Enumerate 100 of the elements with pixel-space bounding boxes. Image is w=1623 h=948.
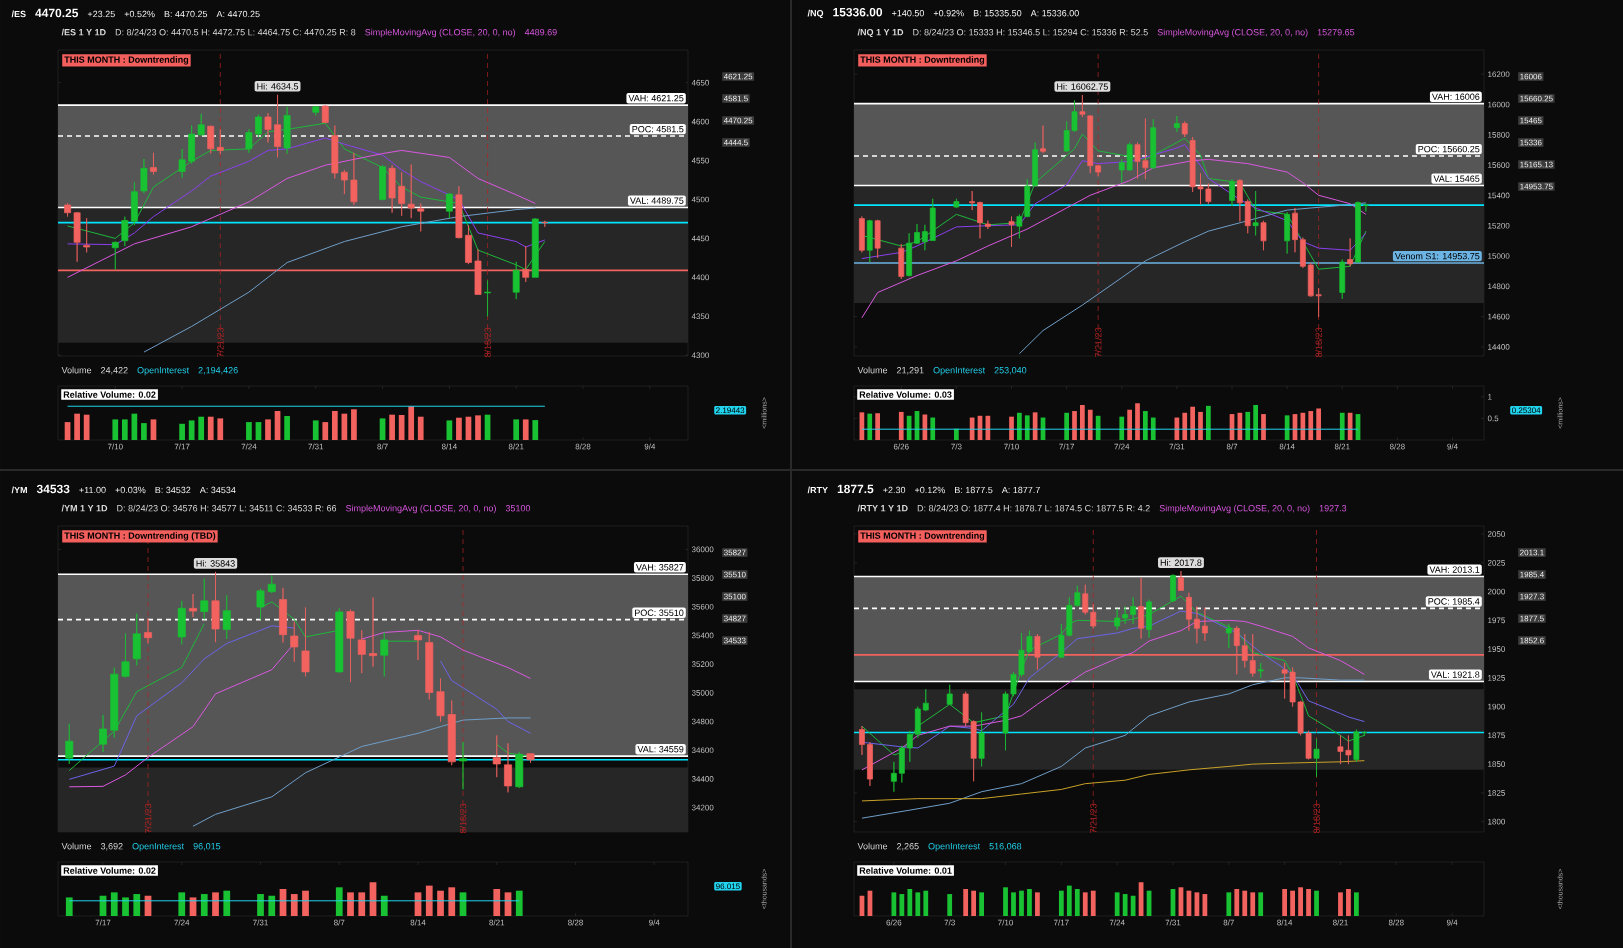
candlestick bbox=[1186, 592, 1192, 632]
y-tick-label: 4600 bbox=[691, 118, 710, 125]
x-tick-label: 9/4 bbox=[649, 919, 660, 926]
bar bbox=[312, 420, 319, 440]
text: 1852.6 bbox=[1520, 637, 1544, 644]
bar bbox=[1058, 890, 1064, 916]
candlestick bbox=[1300, 237, 1306, 269]
text: 1985.4 bbox=[1520, 571, 1544, 578]
line-series bbox=[67, 149, 536, 278]
candlestick bbox=[1181, 120, 1188, 138]
x-tick-label: 7/31 bbox=[1169, 443, 1185, 450]
text: 21,291 bbox=[897, 367, 924, 375]
candlestick bbox=[245, 129, 253, 154]
candlestick bbox=[340, 169, 348, 195]
candlestick bbox=[929, 198, 936, 242]
x-tick-label: 8/21 bbox=[489, 919, 505, 926]
text: SimpleMovingAvg (CLOSE, 20, 0, no) bbox=[345, 504, 496, 514]
line-series bbox=[861, 144, 1367, 260]
bar bbox=[448, 887, 456, 916]
bar bbox=[930, 417, 936, 440]
text: 1927.3 bbox=[1520, 593, 1544, 600]
bar bbox=[923, 890, 929, 916]
text: Volume bbox=[857, 366, 888, 374]
bar bbox=[246, 422, 252, 440]
bar bbox=[1253, 404, 1258, 440]
annotation: Hi: 35843 bbox=[196, 560, 235, 567]
line-series bbox=[861, 760, 1365, 802]
text: 34533 bbox=[724, 637, 746, 644]
bar bbox=[1202, 894, 1208, 916]
text: 253,040 bbox=[994, 367, 1027, 375]
bar bbox=[493, 888, 501, 916]
candlestick bbox=[121, 632, 130, 678]
ref-line-label: 7/21/23 bbox=[216, 327, 224, 357]
candlestick bbox=[1201, 607, 1208, 642]
x-tick-label: 7/3 bbox=[951, 443, 962, 450]
y-tick-label: 34800 bbox=[691, 718, 714, 725]
candlestick bbox=[197, 113, 205, 136]
text: B: 1877.5 bbox=[955, 486, 993, 494]
bar bbox=[1338, 892, 1343, 916]
candlestick bbox=[388, 164, 396, 214]
bar bbox=[1019, 890, 1024, 916]
candlestick bbox=[331, 125, 339, 179]
bar bbox=[456, 417, 462, 440]
bar bbox=[1226, 892, 1232, 916]
candlestick bbox=[1194, 606, 1200, 644]
candlestick bbox=[110, 667, 119, 739]
y-tick-label: 15400 bbox=[1488, 192, 1510, 199]
candlestick bbox=[977, 201, 983, 239]
x-tick-label: 8/14 bbox=[441, 443, 457, 450]
candlestick bbox=[922, 688, 929, 712]
bar bbox=[1011, 892, 1016, 916]
bar bbox=[971, 890, 977, 916]
x-tick-label: 7/24 bbox=[1109, 919, 1125, 926]
line-series bbox=[861, 619, 1365, 771]
ref-line-label: POC: 1985.4 bbox=[1428, 598, 1480, 605]
text: 16006 bbox=[1520, 73, 1542, 80]
text: +0.92% bbox=[933, 10, 964, 17]
candlestick bbox=[436, 678, 445, 722]
bar bbox=[65, 897, 73, 916]
candlestick bbox=[447, 700, 456, 766]
text: A: 34534 bbox=[199, 486, 236, 494]
bar bbox=[133, 894, 141, 916]
candlestick bbox=[922, 224, 928, 251]
candlestick bbox=[914, 706, 921, 739]
bar bbox=[217, 418, 224, 440]
candlestick bbox=[1252, 190, 1259, 236]
candlestick bbox=[121, 216, 129, 247]
y-tick-label: 1825 bbox=[1488, 790, 1505, 796]
text: 15336 bbox=[1520, 139, 1542, 146]
x-tick-label: 7/24 bbox=[241, 443, 257, 450]
candlestick bbox=[1313, 738, 1320, 778]
text: +11.00 bbox=[79, 486, 106, 494]
bar bbox=[1119, 416, 1125, 440]
bar bbox=[963, 888, 969, 916]
text: 35510 bbox=[724, 571, 746, 578]
bar bbox=[954, 428, 959, 440]
bar bbox=[898, 411, 904, 440]
y-tick-label: 35000 bbox=[691, 690, 714, 696]
bar bbox=[178, 892, 186, 916]
candlestick bbox=[144, 617, 152, 644]
ref-line-label: POC: 15660.25 bbox=[1418, 145, 1480, 153]
candlestick bbox=[890, 761, 897, 793]
text: 35100 bbox=[505, 505, 531, 512]
text: 2013.1 bbox=[1520, 549, 1544, 556]
x-tick-label: 8/14 bbox=[410, 919, 426, 926]
x-tick-label: 7/10 bbox=[107, 443, 123, 450]
annotation: Hi: 16062.75 bbox=[1057, 83, 1108, 90]
x-tick-label: 7/31 bbox=[253, 919, 268, 926]
candlestick bbox=[211, 571, 220, 643]
bar bbox=[1182, 412, 1188, 440]
bar bbox=[1261, 414, 1266, 440]
candlestick bbox=[407, 164, 415, 219]
candlestick bbox=[859, 216, 865, 253]
y-tick-label: 15800 bbox=[1488, 131, 1510, 138]
bar bbox=[408, 406, 415, 440]
y-tick-label: 36000 bbox=[691, 546, 714, 553]
bar bbox=[1114, 892, 1120, 916]
ref-line-label: POC: 35510 bbox=[635, 609, 684, 616]
x-tick-label: 8/14 bbox=[1277, 919, 1293, 926]
candlestick bbox=[459, 741, 467, 790]
